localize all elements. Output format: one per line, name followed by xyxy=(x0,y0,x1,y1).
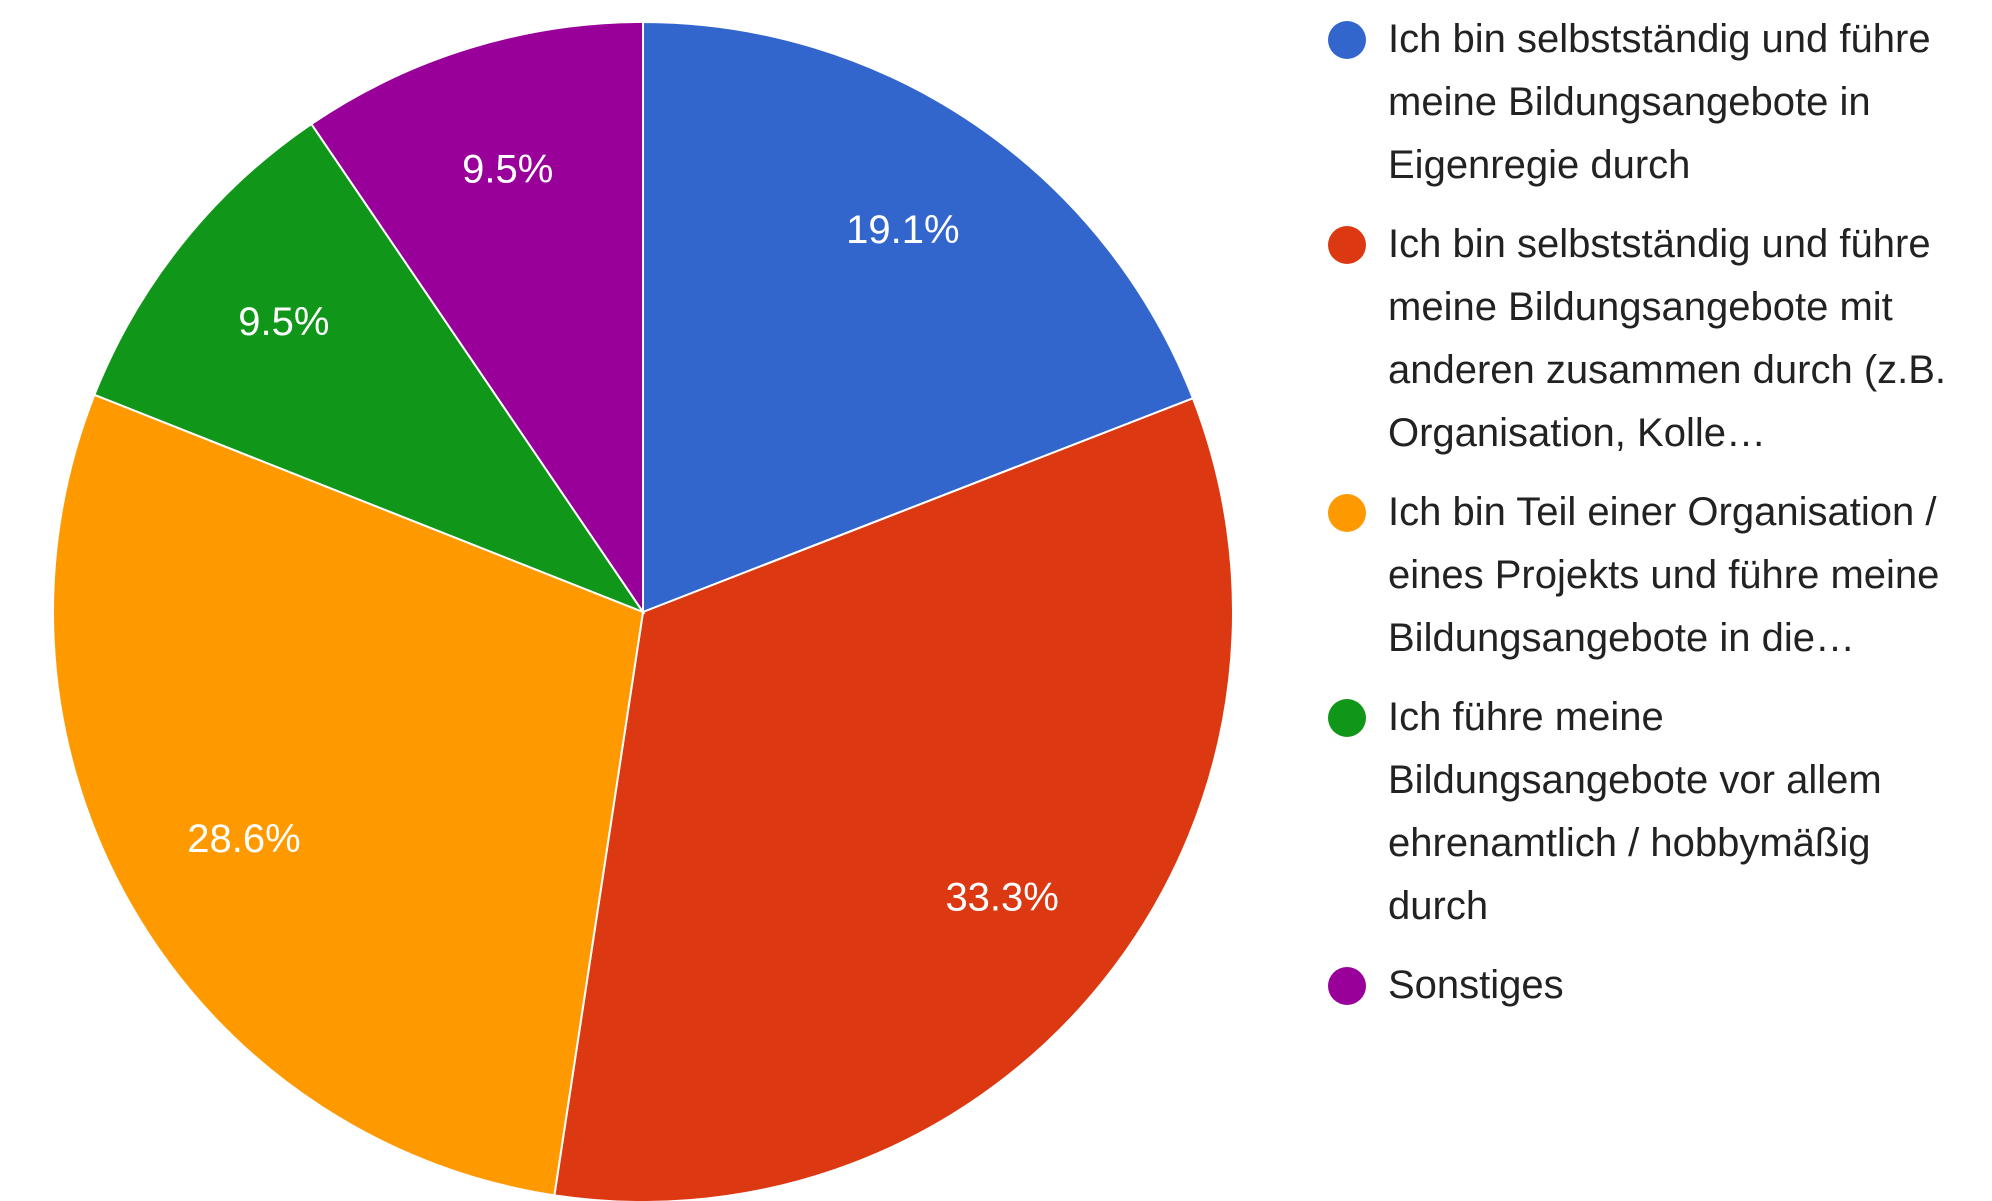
legend-item: Ich führe meine Bildungsangebote vor all… xyxy=(1318,686,1968,938)
legend-item: Sonstiges xyxy=(1318,954,1968,1017)
data-label: 19.1% xyxy=(846,208,959,252)
legend-label: Sonstiges xyxy=(1388,963,1564,1007)
pie-slice xyxy=(52,393,645,1197)
legend-item: Ich bin selbstständig und führe meine Bi… xyxy=(1318,8,1968,197)
pie-chart: 19.1% 33.3% 28.6% 9.5% 9.5% xyxy=(52,20,1234,1201)
pie-slice xyxy=(93,122,646,615)
legend-label: Ich führe meine Bildungsangebote vor all… xyxy=(1388,695,1882,928)
pie-slice xyxy=(553,396,1234,1201)
data-label: 9.5% xyxy=(238,300,329,344)
legend-swatch xyxy=(1328,967,1366,1005)
pie-slice xyxy=(642,20,1195,614)
data-label: 9.5% xyxy=(462,148,553,192)
legend-label: Ich bin selbstständig und führe meine Bi… xyxy=(1388,222,1947,455)
legend-label: Ich bin selbstständig und führe meine Bi… xyxy=(1388,17,1931,187)
legend-swatch xyxy=(1328,494,1366,532)
legend-item: Ich bin selbstständig und führe meine Bi… xyxy=(1318,213,1968,465)
legend-label: Ich bin Teil einer Organisation / eines … xyxy=(1388,490,1940,660)
data-label: 33.3% xyxy=(945,875,1058,919)
legend: Ich bin selbstständig und führe meine Bi… xyxy=(1318,8,1978,1033)
legend-swatch xyxy=(1328,21,1366,59)
pie-slice xyxy=(309,20,644,616)
legend-swatch xyxy=(1328,226,1366,264)
legend-swatch xyxy=(1328,699,1366,737)
data-label: 28.6% xyxy=(187,817,300,861)
legend-item: Ich bin Teil einer Organisation / eines … xyxy=(1318,481,1968,670)
